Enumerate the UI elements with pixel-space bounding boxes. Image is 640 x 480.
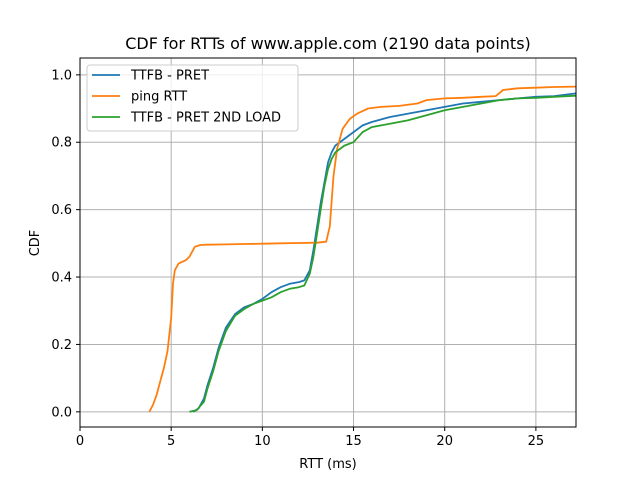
series-lines [148,85,577,413]
y-axis-label: CDF [28,230,43,257]
x-tick-label: 25 [528,434,545,449]
y-tick-label: 0.2 [51,338,72,353]
x-axis-ticks: 0 5 10 15 20 25 [76,427,544,449]
legend-label-ttfb-pret: TTFB - PRET [130,69,209,84]
y-tick-label: 0.4 [51,271,72,286]
legend: TTFB - PRET ping RTT TTFB - PRET 2ND LOAD [86,64,299,132]
series-line-ttfb-pret-2nd-load [189,94,577,413]
series-line-ping-rtt [148,85,577,413]
series-line-ttfb-pret [192,92,577,413]
legend-label-ttfb-pret-2nd-load: TTFB - PRET 2ND LOAD [130,111,281,126]
x-axis-label: RTT (ms) [299,457,356,472]
legend-label-ping-rtt: ping RTT [131,90,187,105]
y-tick-label: 0.8 [51,136,72,151]
y-tick-label: 1.0 [51,68,72,83]
legend-box [86,64,299,132]
y-axis-ticks: 0.0 0.2 0.4 0.6 0.8 1.0 [51,68,80,420]
x-tick-label: 0 [76,434,84,449]
x-tick-label: 10 [254,434,271,449]
y-tick-label: 0.6 [51,203,72,218]
chart-title: CDF for RTTs of www.apple.com (2190 data… [125,34,531,53]
axes-frame [79,57,577,428]
y-tick-label: 0.0 [51,405,72,420]
x-tick-label: 5 [167,434,175,449]
x-tick-label: 15 [345,434,362,449]
x-tick-label: 20 [436,434,453,449]
